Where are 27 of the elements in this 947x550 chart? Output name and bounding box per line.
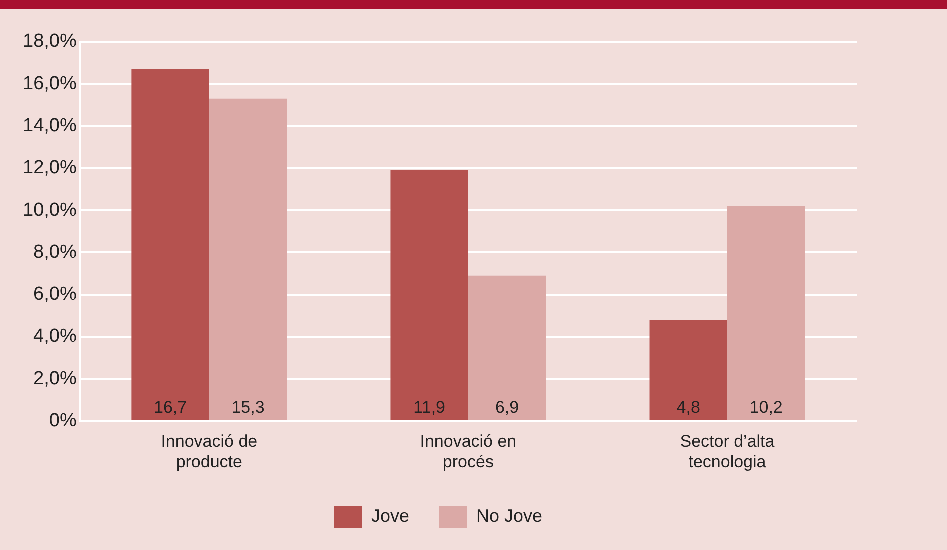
data-label: 10,2 [750,398,783,417]
y-tick-label: 4,0% [34,326,77,348]
bar [727,206,806,420]
data-label: 4,8 [676,398,700,417]
y-tick-label: 16,0% [23,73,77,94]
y-tick-label: 12,0% [23,158,77,179]
bar [468,276,546,420]
data-label: 15,3 [232,398,265,417]
x-tick-label: Innovació en procés [420,432,517,472]
data-label: 6,9 [495,398,520,417]
y-tick-label: 6,0% [34,284,77,306]
y-tick-label: 18,0% [23,31,77,52]
legend-label: No Jove [476,506,543,526]
y-tick-label: 2,0% [34,368,77,390]
y-tick-label: 14,0% [23,116,77,136]
data-label: 11,9 [414,398,446,417]
bar [650,320,728,420]
bar [132,69,210,420]
data-label: 16,7 [154,398,188,417]
y-tick-label: 8,0% [34,242,77,263]
y-tick-label: 10,0% [23,200,77,221]
x-tick-label: Innovació de producte [161,432,258,472]
x-tick-label: Sector d’alta tecnologia [680,432,776,472]
bar [209,98,288,420]
legend-label: Jove [371,506,410,526]
bar [390,170,468,420]
y-tick-label: 0% [49,410,77,432]
